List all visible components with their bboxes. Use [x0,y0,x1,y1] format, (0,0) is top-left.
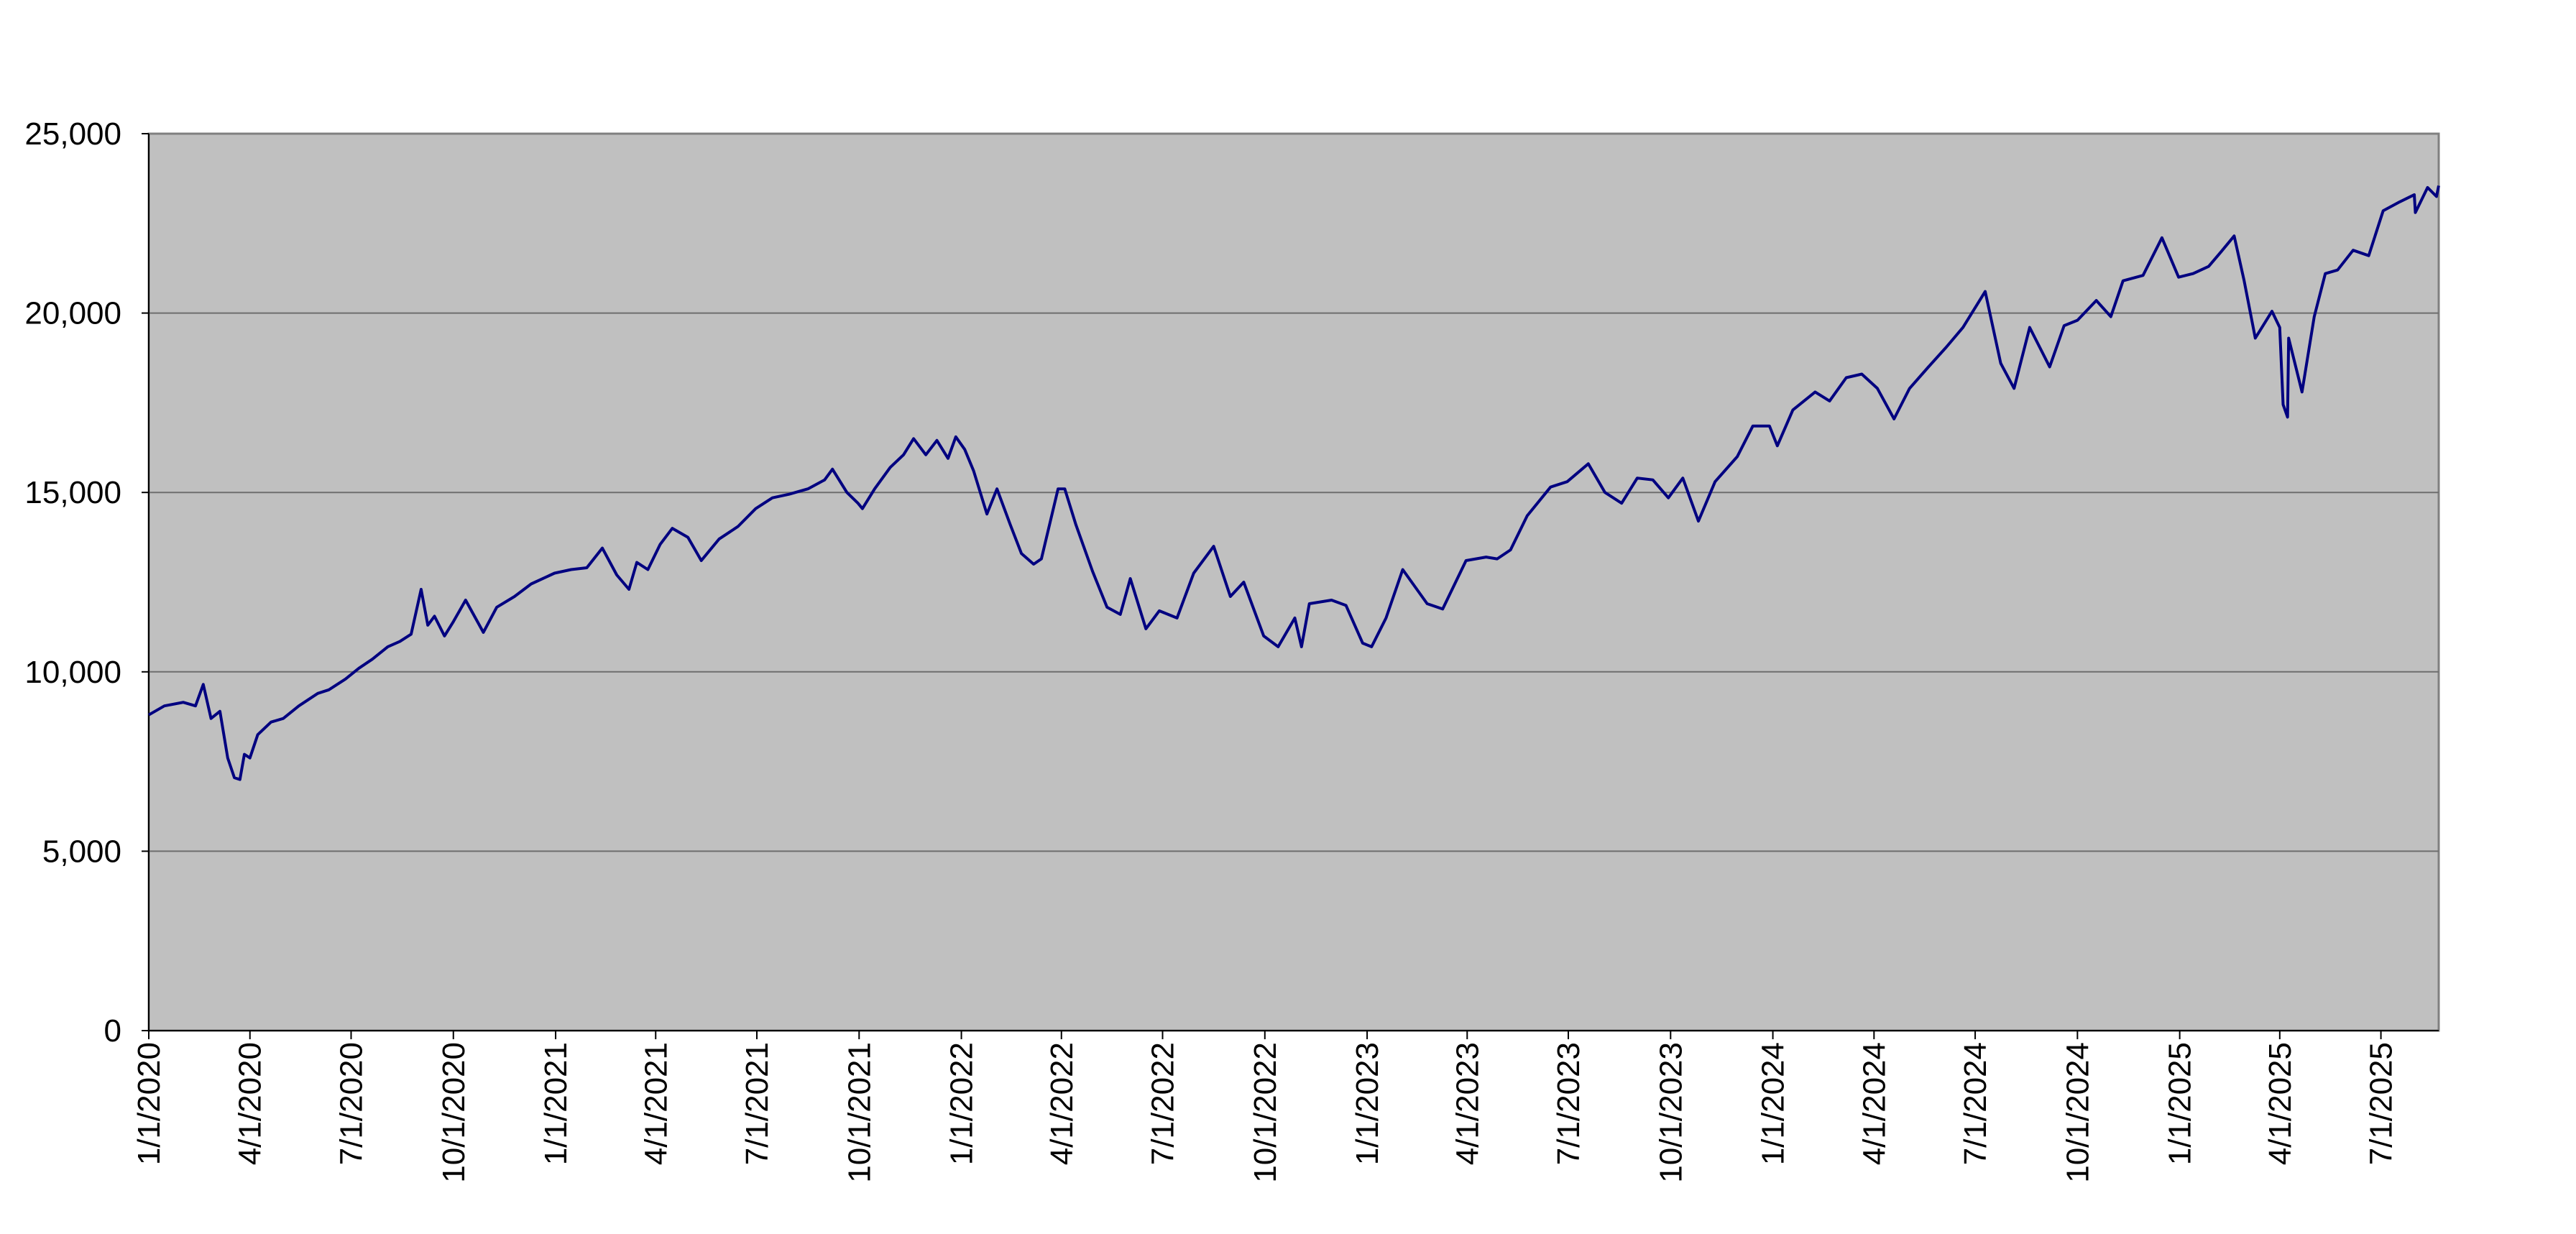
x-tick-label: 10/1/2022 [1248,1042,1283,1183]
x-tick-label: 1/1/2023 [1350,1042,1385,1165]
x-tick-label: 10/1/2023 [1653,1042,1688,1183]
series-line [148,185,2440,781]
x-tick-label: 4/1/2020 [233,1042,268,1165]
y-tick-label: 10,000 [24,655,121,690]
x-tick-label: 4/1/2024 [1857,1042,1892,1165]
series-group [148,185,2440,781]
x-tick-label: 7/1/2023 [1551,1042,1586,1165]
x-axis: 1/1/2020 4/1/2020 7/1/2020 10/1/2020 1/1/202… [132,1030,2439,1183]
y-tick-label: 0 [104,1013,121,1049]
x-tick-label: 4/1/2023 [1450,1042,1485,1165]
x-tick-label: 4/1/2022 [1044,1042,1080,1165]
x-tick-label: 1/1/2025 [2163,1042,2198,1165]
x-tick-label: 10/1/2020 [436,1042,472,1183]
x-tick-label: 7/1/2025 [2364,1042,2399,1165]
x-tick-label: 7/1/2024 [1958,1042,1993,1165]
x-tick-label: 4/1/2021 [638,1042,673,1165]
x-tick-label: 1/1/2024 [1756,1042,1791,1165]
x-tick-label: 10/1/2024 [2060,1042,2095,1183]
x-tick-label: 10/1/2021 [842,1042,877,1183]
x-tick-label: 1/1/2022 [944,1042,980,1165]
x-tick-label: 7/1/2020 [334,1042,369,1165]
y-tick-label: 25,000 [24,116,121,152]
plot-area [147,132,2440,1032]
x-tick-label: 7/1/2021 [740,1042,775,1165]
x-tick-label: 4/1/2025 [2263,1042,2298,1165]
x-tick-label: 1/1/2021 [538,1042,574,1165]
y-axis: 0 5,000 10,000 15,000 20,000 25,000 [24,116,150,1049]
x-tick-label: 1/1/2020 [132,1042,167,1165]
gridlines [149,312,2439,852]
y-tick-label: 5,000 [42,834,121,869]
x-tick-label: 7/1/2022 [1146,1042,1181,1165]
y-tick-label: 20,000 [24,296,121,331]
y-tick-label: 15,000 [24,475,121,510]
